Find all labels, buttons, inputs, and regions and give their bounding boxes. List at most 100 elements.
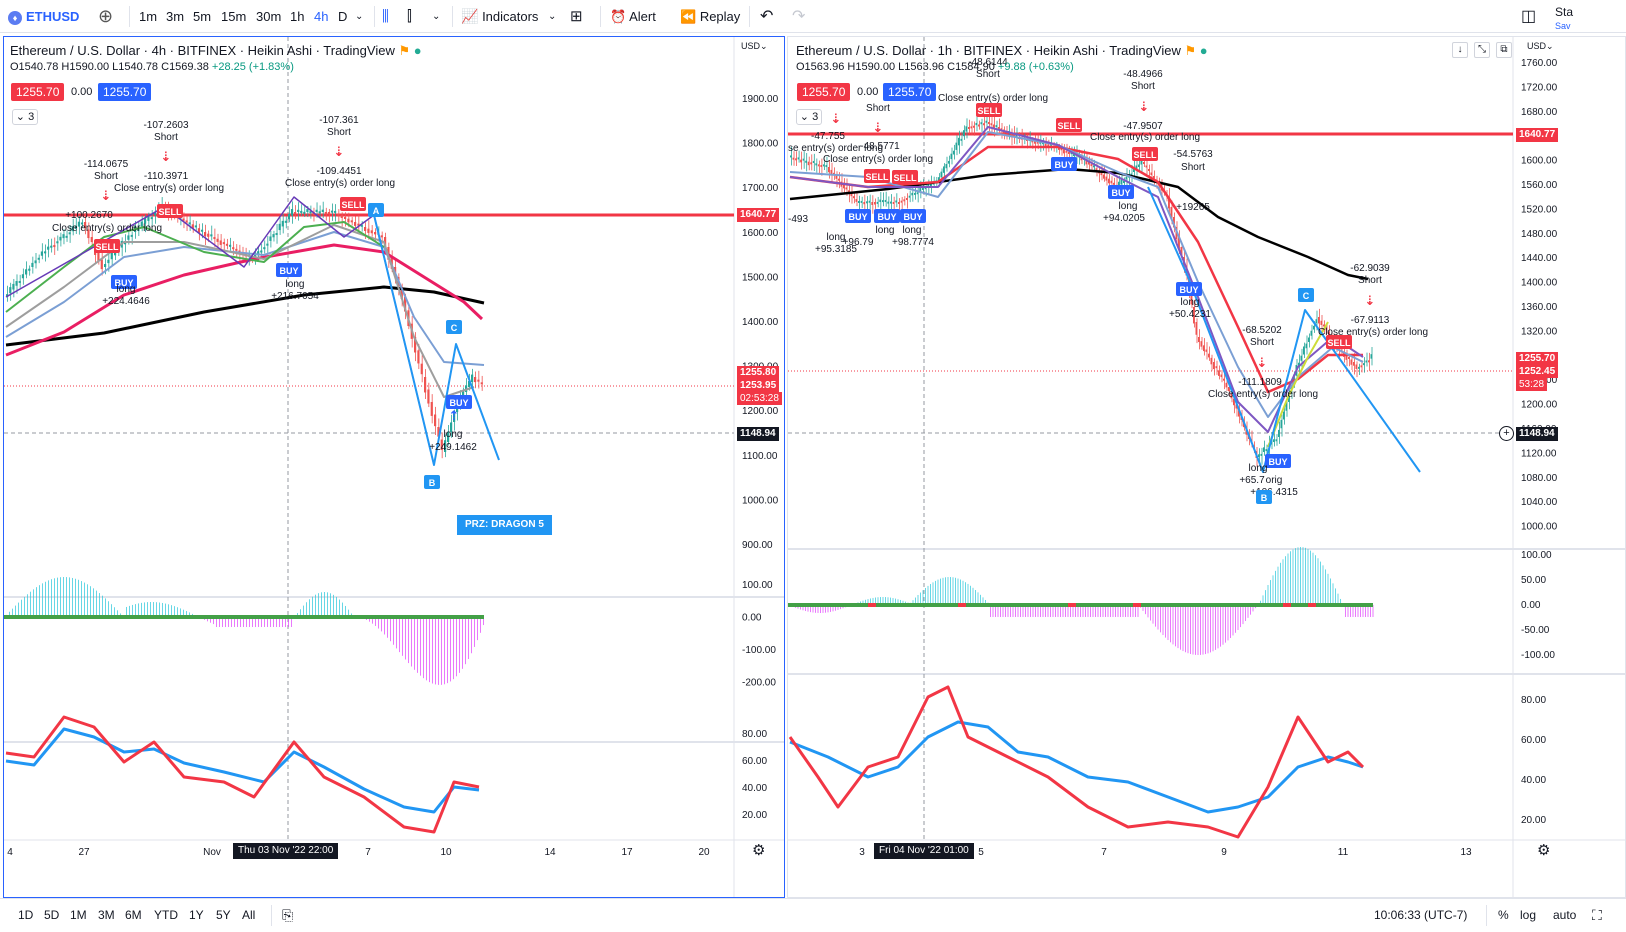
interval-15m[interactable]: 15m (221, 0, 246, 33)
top-toolbar: ♦ETHUSD ⊕ 1m 3m 5m 15m 30m 1h 4h D ⌄ ⫼ ⫿… (0, 0, 1626, 33)
candle-body (1218, 370, 1220, 376)
scroll-down-icon[interactable]: ↓ (1452, 42, 1468, 58)
histogram-bar (429, 617, 430, 682)
symbol-search[interactable]: ♦ETHUSD (8, 0, 79, 33)
compare-add-icon[interactable]: ⊕ (98, 0, 113, 33)
signal-dot (958, 603, 966, 607)
candle-body (1363, 363, 1365, 365)
last-price-tag: 1255.70 (1516, 352, 1558, 365)
rsi-tick-label: 60.00 (1521, 735, 1546, 746)
histogram-bar (1193, 605, 1194, 655)
range-1m[interactable]: 1M (70, 899, 87, 932)
right-chart-pane[interactable]: 1760.001720.001680.001640.001600.001560.… (787, 36, 1626, 898)
histogram-bar (1220, 605, 1221, 647)
candle-body (1366, 360, 1368, 362)
collapse-pane-icon[interactable]: ⤡ (1474, 42, 1490, 58)
price-tick-label: 1400.00 (742, 317, 779, 328)
histogram-bar (963, 581, 964, 605)
left-chart-canvas[interactable]: 1900.001800.001700.001600.001500.001400.… (4, 37, 785, 898)
interval-1h[interactable]: 1h (290, 0, 304, 33)
alert-label: Alert (629, 9, 656, 24)
add-alert-plus-icon[interactable]: + (1499, 426, 1514, 441)
candle-body (417, 350, 419, 363)
candle-body (347, 219, 349, 223)
interval-1m[interactable]: 1m (139, 0, 157, 33)
save-area[interactable]: Sta Sav (1555, 5, 1573, 29)
interval-30m[interactable]: 30m (256, 0, 281, 33)
ohlc-high: H1590.00 (847, 61, 895, 73)
indicator-collapse-button[interactable]: ⌄ 3 (12, 109, 38, 125)
chevron-down-icon[interactable]: ⌄ (548, 0, 556, 33)
candle-body (316, 210, 318, 212)
indicator-collapse-button[interactable]: ⌄ 3 (796, 109, 822, 125)
ohlc-high: H1590.00 (61, 61, 109, 73)
replay-button[interactable]: ⏪ Replay (680, 0, 740, 33)
histogram-bar (408, 617, 409, 663)
candle-body (909, 196, 911, 198)
candle-body (1311, 331, 1313, 336)
sell-price-button[interactable]: 1255.70 (797, 83, 850, 101)
sidebar-toggle-icon[interactable]: ◫ (1521, 0, 1536, 33)
candle-body (1091, 164, 1093, 166)
crosshair-time-label: Thu 03 Nov '22 22:00 (233, 843, 338, 859)
percent-toggle[interactable]: % (1498, 899, 1509, 932)
heikin-ashi-icon[interactable]: ⫿ (407, 0, 412, 33)
buy-price-button[interactable]: 1255.70 (98, 83, 151, 101)
candle-body (1283, 412, 1285, 420)
candle-body (996, 125, 998, 127)
histogram-bar (420, 617, 421, 676)
range-1y[interactable]: 1Y (189, 899, 204, 932)
layout-grid-icon[interactable]: ⊞ (570, 0, 583, 33)
alert-button[interactable]: ⏰ Alert (610, 0, 656, 33)
osc-tick-label: 50.00 (1521, 575, 1546, 586)
undo-icon[interactable]: ↶ (760, 0, 773, 33)
log-toggle[interactable]: log (1520, 899, 1536, 932)
ohlc-legend: O1540.78 H1590.00 L1540.78 C1569.38 +28.… (10, 61, 294, 73)
interval-4h[interactable]: 4h (314, 0, 328, 33)
range-1d[interactable]: 1D (18, 899, 33, 932)
candle-style-icon[interactable]: ⫼ (382, 0, 389, 33)
interval-d[interactable]: D (338, 0, 347, 33)
interval-3m[interactable]: 3m (166, 0, 184, 33)
currency-label[interactable]: USD⌄ (741, 41, 768, 52)
price-tick-label: 1520.00 (1521, 204, 1558, 215)
sell-price-button[interactable]: 1255.70 (11, 83, 64, 101)
histogram-bar (333, 595, 334, 617)
interval-5m[interactable]: 5m (193, 0, 211, 33)
gear-icon[interactable]: ⚙ (752, 841, 765, 859)
currency-label[interactable]: USD⌄ (1527, 41, 1554, 52)
histogram-bar (1275, 571, 1276, 605)
histogram-bar (147, 602, 148, 617)
date-range-icon[interactable]: ⎘ (282, 899, 293, 932)
range-ytd[interactable]: YTD (154, 899, 178, 932)
range-3m[interactable]: 3M (98, 899, 115, 932)
candle-body (874, 202, 876, 205)
osc-tick-label: 100.00 (742, 580, 773, 591)
candle-body (62, 234, 64, 238)
price-tick-label: 1360.00 (1521, 302, 1558, 313)
range-5y[interactable]: 5Y (216, 899, 231, 932)
candle-body (836, 176, 838, 179)
buy-price-button[interactable]: 1255.70 (883, 83, 936, 101)
trade-annotation: long (444, 429, 463, 440)
candle-body (961, 139, 963, 141)
redo-icon[interactable]: ↷ (792, 0, 805, 33)
time-tick-label: 5 (978, 847, 984, 858)
indicators-button[interactable]: 📈 Indicators (461, 0, 538, 33)
fullscreen-icon[interactable]: ⛶ (1592, 899, 1602, 932)
chevron-down-icon[interactable]: ⌄ (355, 0, 363, 33)
clock-label[interactable]: 10:06:33 (UTC-7) (1374, 899, 1467, 932)
range-6m[interactable]: 6M (125, 899, 142, 932)
right-chart-canvas[interactable]: 1760.001720.001680.001640.001600.001560.… (788, 37, 1626, 898)
range-5d[interactable]: 5D (44, 899, 59, 932)
chevron-down-icon[interactable]: ⌄ (432, 0, 440, 33)
candle-body (16, 281, 18, 286)
histogram-bar (1233, 605, 1234, 635)
auto-toggle[interactable]: auto (1553, 899, 1576, 932)
range-all[interactable]: All (242, 899, 255, 932)
maximize-pane-icon[interactable]: ⧉ (1496, 42, 1512, 58)
candle-body (229, 245, 231, 247)
gear-icon[interactable]: ⚙ (1537, 841, 1550, 859)
trade-annotation: long (876, 225, 895, 236)
